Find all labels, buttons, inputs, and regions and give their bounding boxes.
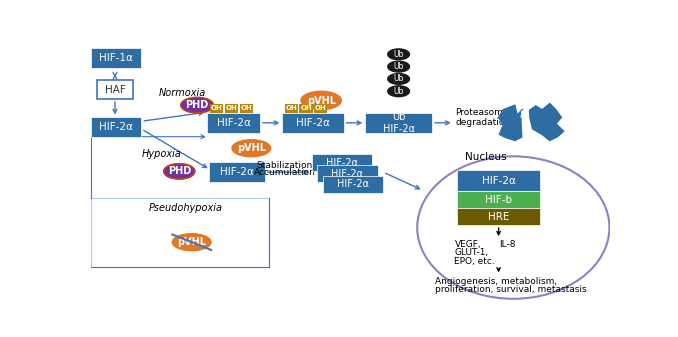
Text: pVHL: pVHL bbox=[306, 95, 336, 105]
Ellipse shape bbox=[301, 91, 341, 110]
FancyBboxPatch shape bbox=[457, 170, 540, 191]
Text: Angiogenesis, metabolism,: Angiogenesis, metabolism, bbox=[435, 277, 557, 286]
Text: pVHL: pVHL bbox=[237, 143, 266, 153]
FancyBboxPatch shape bbox=[225, 103, 238, 113]
FancyBboxPatch shape bbox=[91, 48, 141, 68]
Ellipse shape bbox=[388, 61, 410, 72]
Text: OH: OH bbox=[300, 105, 312, 111]
Ellipse shape bbox=[388, 49, 410, 60]
FancyBboxPatch shape bbox=[323, 176, 383, 193]
Ellipse shape bbox=[172, 234, 211, 251]
FancyBboxPatch shape bbox=[207, 113, 260, 133]
Text: HIF-2α: HIF-2α bbox=[481, 176, 515, 186]
Ellipse shape bbox=[164, 164, 195, 179]
Text: OH: OH bbox=[285, 105, 297, 111]
Text: HIF-2α: HIF-2α bbox=[332, 168, 363, 179]
Text: PHD: PHD bbox=[186, 100, 209, 110]
Text: OH: OH bbox=[315, 105, 327, 111]
Ellipse shape bbox=[232, 140, 271, 157]
Text: GLUT-1,: GLUT-1, bbox=[454, 248, 489, 257]
Text: HIF-2α: HIF-2α bbox=[216, 118, 250, 128]
Text: OH: OH bbox=[226, 105, 237, 111]
Text: HIF-2α: HIF-2α bbox=[337, 179, 369, 189]
Polygon shape bbox=[498, 105, 528, 141]
Text: HAF: HAF bbox=[104, 85, 125, 95]
FancyBboxPatch shape bbox=[317, 165, 378, 182]
Polygon shape bbox=[528, 103, 563, 141]
Text: proliferation, survival, metastasis: proliferation, survival, metastasis bbox=[435, 285, 586, 294]
Text: VEGF,: VEGF, bbox=[454, 240, 481, 249]
Text: PHD: PHD bbox=[167, 166, 191, 176]
Text: Ub: Ub bbox=[393, 62, 404, 71]
FancyBboxPatch shape bbox=[457, 191, 540, 208]
FancyBboxPatch shape bbox=[210, 103, 224, 113]
FancyBboxPatch shape bbox=[281, 113, 344, 133]
Text: HIF-2α: HIF-2α bbox=[220, 167, 254, 177]
Text: HIF-2α: HIF-2α bbox=[99, 122, 133, 132]
FancyBboxPatch shape bbox=[240, 103, 253, 113]
Text: pVHL: pVHL bbox=[177, 237, 206, 247]
FancyBboxPatch shape bbox=[285, 103, 298, 113]
Ellipse shape bbox=[388, 73, 410, 84]
Text: OH: OH bbox=[211, 105, 223, 111]
Text: HIF-2α: HIF-2α bbox=[296, 118, 330, 128]
FancyBboxPatch shape bbox=[457, 208, 540, 225]
Text: OH: OH bbox=[241, 105, 252, 111]
Text: HRE: HRE bbox=[488, 212, 509, 222]
Text: EPO, etc.: EPO, etc. bbox=[454, 257, 495, 266]
FancyBboxPatch shape bbox=[312, 154, 372, 171]
FancyBboxPatch shape bbox=[97, 81, 133, 99]
Text: Ub: Ub bbox=[393, 50, 404, 59]
Text: Hypoxia: Hypoxia bbox=[141, 149, 181, 159]
Text: IL-8: IL-8 bbox=[500, 240, 516, 249]
Text: HIF-1α: HIF-1α bbox=[99, 53, 133, 63]
FancyBboxPatch shape bbox=[300, 103, 313, 113]
FancyBboxPatch shape bbox=[365, 113, 432, 133]
Text: Ub: Ub bbox=[393, 74, 404, 84]
Text: Accumulation: Accumulation bbox=[254, 168, 316, 177]
FancyBboxPatch shape bbox=[91, 117, 141, 137]
Text: Pseudohypoxia: Pseudohypoxia bbox=[148, 203, 222, 213]
Polygon shape bbox=[522, 109, 530, 141]
FancyBboxPatch shape bbox=[209, 162, 264, 182]
Text: HIF-b: HIF-b bbox=[485, 195, 512, 205]
Text: HIF-2α: HIF-2α bbox=[326, 158, 358, 168]
Text: Normoxia: Normoxia bbox=[159, 88, 205, 98]
Ellipse shape bbox=[181, 97, 214, 113]
Text: Proteasomal
degradation: Proteasomal degradation bbox=[455, 108, 511, 127]
Text: Nucleus: Nucleus bbox=[464, 152, 506, 162]
Text: Ub
HIF-2α: Ub HIF-2α bbox=[382, 112, 415, 134]
FancyBboxPatch shape bbox=[314, 103, 327, 113]
Text: Stabilization: Stabilization bbox=[256, 161, 313, 170]
Text: Ub: Ub bbox=[393, 87, 404, 96]
Ellipse shape bbox=[388, 86, 410, 97]
